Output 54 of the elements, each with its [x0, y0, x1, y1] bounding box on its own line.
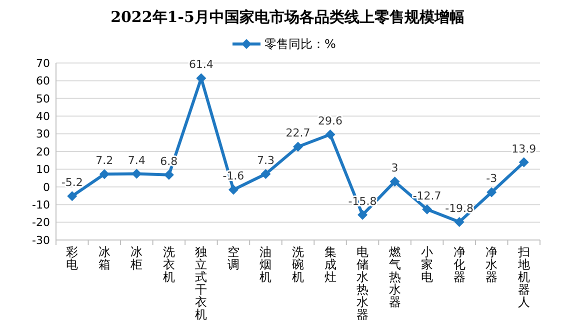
- x-tick-label: 燃气热水器: [388, 245, 401, 309]
- legend-label: 零售同比：%: [264, 37, 336, 52]
- x-tick-label: 扫地机器人: [516, 245, 530, 309]
- data-label: -5.2: [61, 176, 83, 190]
- point: [67, 191, 78, 202]
- x-tick-label: 彩电: [66, 245, 78, 272]
- data-label: 22.7: [286, 126, 310, 140]
- y-tick-label: -10: [32, 198, 50, 212]
- y-tick-label: 40: [36, 110, 50, 123]
- data-label: 61.4: [188, 58, 214, 72]
- x-tick-label: 小家电: [421, 245, 434, 284]
- x-tick-label: 电储水热水器: [356, 245, 369, 322]
- point: [228, 184, 238, 195]
- chart-title: 2022年1-5月中国家电市场各品类线上零售规模增幅: [110, 8, 464, 26]
- point: [132, 168, 142, 179]
- point: [293, 142, 303, 152]
- x-tick-label: 洗碗机: [292, 245, 304, 284]
- point: [99, 169, 110, 180]
- x-tick-label: 冰箱: [98, 245, 110, 272]
- data-label: -3: [486, 172, 498, 186]
- y-tick-label: -30: [32, 234, 50, 247]
- y-tick-label: 50: [36, 92, 50, 106]
- x-tick-label: 净水器: [486, 245, 498, 284]
- data-label: -12.7: [412, 189, 442, 202]
- point: [390, 176, 400, 187]
- x-tick-label: 油烟机: [260, 245, 272, 284]
- point: [358, 210, 368, 220]
- x-tick-label: 集成灶: [324, 245, 336, 284]
- data-label: 7.3: [256, 154, 274, 167]
- point: [422, 204, 432, 214]
- y-tick-label: 60: [36, 74, 50, 88]
- point: [518, 157, 529, 168]
- point: [325, 130, 336, 140]
- y-tick-label: 0: [43, 180, 50, 194]
- data-label: 13.9: [512, 142, 536, 156]
- y-tick-label: 20: [36, 145, 50, 158]
- y-tick-label: -20: [32, 216, 50, 230]
- point: [260, 168, 271, 179]
- y-tick-label: 30: [36, 128, 50, 141]
- x-tick-label: 空调: [227, 245, 240, 272]
- data-label: 7.2: [96, 154, 114, 168]
- data-label: 29.6: [318, 114, 343, 128]
- x-tick-label: 独立式干衣机: [195, 245, 208, 322]
- y-tick-label: 70: [36, 56, 50, 70]
- y-tick-label: 10: [36, 163, 50, 176]
- x-tick-label: 洗衣机: [162, 245, 175, 284]
- data-label: 3: [391, 162, 398, 175]
- data-label: -19.8: [445, 202, 474, 215]
- point: [454, 216, 464, 227]
- x-tick-label: 净化器: [453, 245, 466, 284]
- point: [164, 170, 174, 180]
- x-tick-label: 冰柜: [130, 245, 143, 272]
- data-label: 7.4: [128, 154, 146, 167]
- point: [486, 187, 497, 198]
